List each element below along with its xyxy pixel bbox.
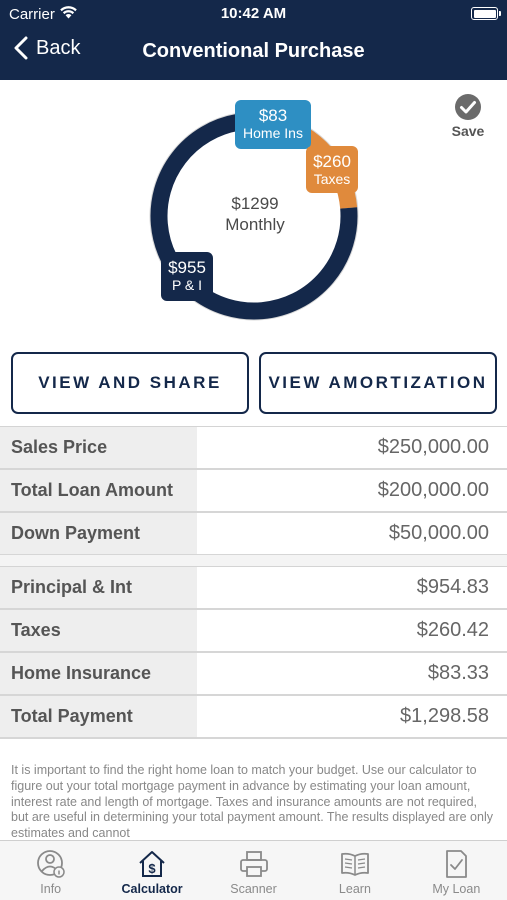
payment-breakdown-table: Principal & Int $954.83 Taxes $260.42 Ho…: [0, 566, 507, 739]
row-value: $50,000.00: [197, 513, 507, 554]
row-value: $260.42: [197, 610, 507, 651]
book-icon: [341, 852, 369, 876]
taxes-label: Taxes: [313, 171, 351, 187]
check-circle-icon: [455, 94, 481, 120]
save-label: Save: [451, 123, 485, 139]
svg-text:$: $: [148, 861, 156, 876]
table-row: Total Payment $1,298.58: [0, 696, 507, 739]
taxes-badge: $260 Taxes: [306, 146, 358, 193]
row-label: Down Payment: [0, 513, 197, 554]
row-value: $200,000.00: [197, 470, 507, 511]
row-value: $250,000.00: [197, 427, 507, 468]
tab-scanner[interactable]: Scanner: [203, 841, 304, 900]
principal-interest-arc: [150, 112, 358, 320]
calculator-house-icon: $: [139, 851, 165, 877]
view-and-share-button[interactable]: VIEW AND SHARE: [11, 352, 249, 414]
section-divider: [0, 555, 507, 566]
home-insurance-amount: $83: [258, 106, 288, 125]
loan-summary-table: Sales Price $250,000.00 Total Loan Amoun…: [0, 426, 507, 556]
monthly-label: Monthly: [225, 215, 285, 234]
row-value: $1,298.58: [197, 696, 507, 737]
carrier-label: Carrier: [9, 6, 55, 23]
tab-calculator[interactable]: $ Calculator: [101, 841, 202, 900]
row-label: Sales Price: [0, 427, 197, 468]
row-label: Taxes: [0, 610, 197, 651]
tab-bar: Info $ Calculator Scanner Learn My Loan: [0, 840, 507, 900]
table-row: Down Payment $50,000.00: [0, 513, 507, 556]
row-label: Total Loan Amount: [0, 470, 197, 511]
chevron-left-icon: [14, 36, 28, 60]
wifi-icon: [60, 6, 77, 23]
table-row: Taxes $260.42: [0, 610, 507, 653]
app-header: Carrier 10:42 AM Back Conventional Purch…: [0, 0, 507, 80]
tab-learn[interactable]: Learn: [304, 841, 405, 900]
battery-icon: [471, 7, 501, 20]
back-label: Back: [36, 36, 81, 59]
principal-interest-badge: $955 P & I: [161, 252, 213, 301]
disclaimer-text: It is important to find the right home l…: [11, 763, 493, 839]
principal-interest-label: P & I: [171, 277, 203, 293]
printer-icon: [239, 851, 268, 877]
back-button[interactable]: Back: [14, 36, 80, 60]
document-check-icon: [446, 850, 468, 878]
home-insurance-label: Home Ins: [243, 125, 303, 141]
row-value: $83.33: [197, 653, 507, 694]
row-label: Principal & Int: [0, 567, 197, 608]
table-row: Sales Price $250,000.00: [0, 427, 507, 470]
home-insurance-badge: $83 Home Ins: [235, 100, 311, 149]
tab-my-loan[interactable]: My Loan: [406, 841, 507, 900]
save-button[interactable]: Save: [447, 93, 489, 139]
tab-info[interactable]: Info: [0, 841, 101, 900]
payment-chart: $1299 Monthly $83 Home Ins $260 Taxes $9…: [0, 80, 507, 340]
row-value: $954.83: [197, 567, 507, 608]
tab-label: Calculator: [121, 882, 183, 896]
table-row: Principal & Int $954.83: [0, 567, 507, 610]
carrier-info: Carrier: [9, 6, 77, 23]
table-row: Total Loan Amount $200,000.00: [0, 470, 507, 513]
status-bar: Carrier 10:42 AM: [0, 0, 507, 28]
taxes-amount: $260: [313, 152, 351, 171]
row-label: Home Insurance: [0, 653, 197, 694]
table-row: Home Insurance $83.33: [0, 653, 507, 696]
tab-label: Scanner: [230, 882, 277, 896]
page-title: Conventional Purchase: [142, 40, 365, 62]
info-person-icon: [36, 850, 65, 878]
view-amortization-button[interactable]: VIEW AMORTIZATION: [259, 352, 497, 414]
nav-bar: Back Conventional Purchase: [0, 32, 507, 74]
tab-label: Info: [40, 882, 62, 896]
row-label: Total Payment: [0, 696, 197, 737]
tab-label: My Loan: [432, 882, 481, 896]
monthly-total: $1299: [231, 194, 279, 213]
principal-interest-amount: $955: [168, 258, 206, 277]
clock: 10:42 AM: [220, 5, 287, 22]
tab-label: Learn: [338, 882, 371, 896]
